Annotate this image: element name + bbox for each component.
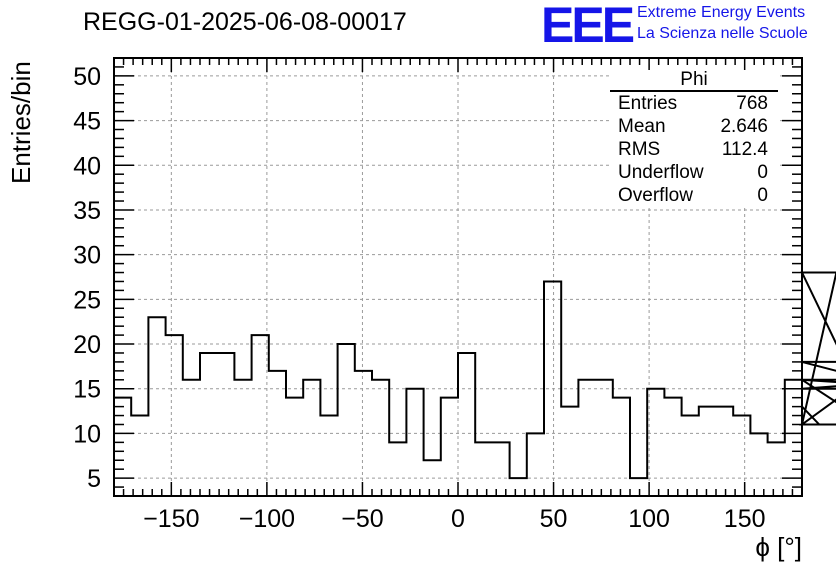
x-tick-label: −50 (341, 505, 383, 533)
stats-box: Phi Entries 768 Mean 2.646 RMS 112.4 Und… (610, 70, 778, 207)
y-axis-tick-labels: 5 10 15 20 25 30 35 40 45 50 (73, 63, 101, 493)
stats-label: RMS (618, 139, 661, 160)
stats-value: 0 (757, 162, 768, 183)
y-tick-label: 40 (73, 152, 101, 180)
x-tick-label: 150 (724, 505, 766, 533)
stats-title: Phi (610, 70, 778, 92)
x-tick-label: 50 (540, 505, 568, 533)
stats-row-underflow: Underflow 0 (610, 161, 778, 184)
x-tick-label: 100 (628, 505, 670, 533)
x-tick-label: 0 (451, 505, 465, 533)
stats-label: Entries (618, 93, 678, 114)
y-axis-label: Entries/bin (6, 61, 36, 184)
logo-line-2: La Scienza nelle Scuole (637, 25, 808, 42)
stats-row-overflow: Overflow 0 (610, 184, 778, 207)
logo-line-1: Extreme Energy Events (637, 4, 806, 21)
eee-logo: EEE (541, 0, 635, 53)
grid-lines (114, 58, 802, 496)
stats-value: 0 (757, 185, 768, 206)
stats-label: Underflow (618, 162, 704, 183)
y-tick-label: 20 (73, 331, 101, 359)
y-tick-label: 25 (73, 286, 101, 314)
y-tick-label: 10 (73, 420, 101, 448)
x-axis-ticks (122, 58, 794, 496)
x-tick-label: −100 (239, 505, 295, 533)
stats-value: 112.4 (721, 139, 768, 160)
stats-row-entries: Entries 768 (610, 92, 778, 115)
y-tick-label: 5 (87, 465, 101, 493)
x-tick-label: −150 (143, 505, 199, 533)
y-tick-label: 45 (73, 108, 101, 136)
y-tick-label: 50 (73, 63, 101, 91)
y-axis-ticks (114, 57, 802, 488)
x-axis-tick-labels: −150 −100 −50 0 50 100 150 (143, 505, 765, 533)
stats-row-mean: Mean 2.646 (610, 115, 778, 138)
y-tick-label: 15 (73, 376, 101, 404)
stats-value: 768 (736, 93, 768, 114)
stats-label: Overflow (618, 185, 693, 206)
chart-title: REGG-01-2025-06-08-00017 (83, 8, 407, 36)
histogram-line (114, 271, 836, 480)
x-axis-label: ϕ [°] (755, 532, 802, 562)
y-tick-label: 30 (73, 242, 101, 270)
y-tick-label: 35 (73, 197, 101, 225)
stats-label: Mean (618, 116, 666, 137)
stats-value: 2.646 (720, 116, 768, 137)
stats-row-rms: RMS 112.4 (610, 138, 778, 161)
